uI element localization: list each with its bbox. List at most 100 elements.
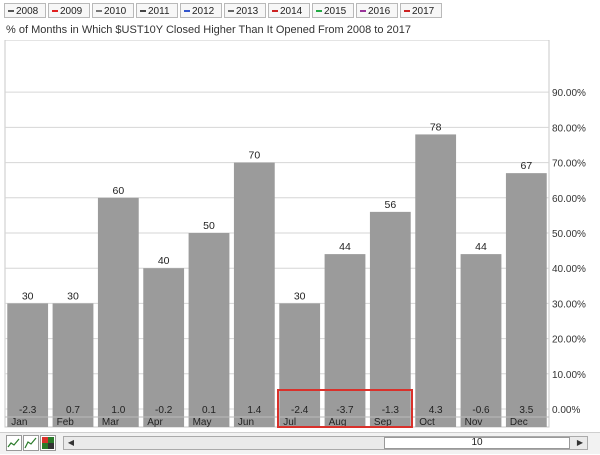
data-label: 40 (158, 255, 170, 267)
x-tick-label: Jun (238, 417, 254, 428)
bar (505, 173, 547, 427)
data-label: 67 (520, 160, 532, 172)
legend-label: 2011 (148, 6, 170, 17)
legend-item-2014[interactable]: 2014 (268, 3, 310, 18)
legend-swatch (96, 10, 102, 13)
bottom-value-label: -2.3 (19, 405, 37, 416)
y-tick-label: 60.00% (552, 194, 586, 205)
y-tick-label: 50.00% (552, 229, 586, 240)
legend-swatch (52, 10, 58, 13)
x-tick-label: Nov (465, 417, 483, 428)
x-tick-label: Dec (510, 417, 528, 428)
bar (52, 303, 94, 427)
legend-item-2012[interactable]: 2012 (180, 3, 222, 18)
y-tick-label: 10.00% (552, 370, 586, 381)
bar (369, 211, 411, 427)
y-tick-label: 0.00% (552, 405, 580, 416)
bottom-value-label: 0.1 (202, 405, 216, 416)
scroll-thumb[interactable]: 10 (384, 437, 570, 449)
bar (233, 162, 275, 428)
legend-item-2015[interactable]: 2015 (312, 3, 354, 18)
line-chart-icon[interactable] (6, 435, 22, 451)
bottom-value-label: 1.0 (111, 405, 125, 416)
bar (415, 134, 457, 427)
x-tick-label: Feb (57, 417, 75, 428)
legend: 2008 2009 2010 2011 2012 2013 2014 2015 2016 2017 (0, 0, 600, 22)
legend-swatch (140, 10, 146, 13)
scroll-left-icon[interactable]: ◀ (67, 438, 75, 447)
legend-item-2010[interactable]: 2010 (92, 3, 134, 18)
legend-swatch (8, 10, 14, 13)
x-tick-label: Jul (283, 417, 296, 428)
legend-swatch (360, 10, 366, 13)
bottom-value-label: -1.3 (382, 405, 400, 416)
bottom-value-label: 4.3 (429, 405, 443, 416)
legend-swatch (404, 10, 410, 13)
x-tick-label: Oct (419, 417, 435, 428)
bottom-value-label: -0.6 (472, 405, 490, 416)
data-label: 78 (430, 121, 442, 133)
bottom-value-label: 3.5 (519, 405, 533, 416)
legend-item-2017[interactable]: 2017 (400, 3, 442, 18)
legend-label: 2013 (236, 6, 259, 17)
chart-title: % of Months in Which $UST10Y Closed High… (6, 24, 411, 36)
bar-chart: 0.00% 10.00% 20.00% 30.00% 40.00% 50.00% 60.00… (4, 40, 586, 428)
data-label: 30 (22, 290, 34, 302)
bar (97, 197, 139, 427)
x-tick-label: Apr (147, 417, 163, 428)
legend-label: 2017 (412, 6, 435, 17)
legend-label: 2016 (368, 6, 391, 17)
area-chart-icon[interactable] (23, 435, 39, 451)
legend-label: 2014 (280, 6, 303, 17)
bar (460, 254, 502, 427)
data-label: 50 (203, 220, 215, 232)
bar (279, 303, 321, 427)
x-tick-label: May (193, 417, 212, 428)
bar (188, 232, 230, 427)
x-tick-label: Sep (374, 417, 392, 428)
bottom-value-label: -3.7 (336, 405, 354, 416)
legend-label: 2009 (60, 6, 83, 17)
data-label: 30 (67, 290, 79, 302)
x-tick-label: Jan (11, 417, 27, 428)
data-label: 60 (112, 185, 124, 197)
legend-swatch (272, 10, 278, 13)
data-label: 44 (475, 241, 487, 253)
bottom-value-label: 1.4 (247, 405, 261, 416)
bottom-value-label: -2.4 (291, 405, 309, 416)
data-label: 30 (294, 290, 306, 302)
data-label: 44 (339, 241, 351, 253)
legend-swatch (316, 10, 322, 13)
bar-chart-icon[interactable] (40, 435, 56, 451)
legend-label: 2015 (324, 6, 347, 17)
data-label: 70 (248, 150, 260, 162)
bottom-value-label: 0.7 (66, 405, 80, 416)
legend-label: 2010 (104, 6, 127, 17)
x-tick-label: Aug (329, 417, 347, 428)
scroll-right-icon[interactable]: ▶ (576, 438, 584, 447)
y-tick-label: 30.00% (552, 299, 586, 310)
legend-swatch (184, 10, 190, 13)
data-label: 56 (384, 199, 396, 211)
y-tick-label: 70.00% (552, 159, 586, 170)
legend-item-2016[interactable]: 2016 (356, 3, 398, 18)
period-scrollbar[interactable]: ◀ 10 ▶ (63, 436, 588, 450)
y-tick-label: 40.00% (552, 264, 586, 275)
legend-swatch (228, 10, 234, 13)
legend-item-2008[interactable]: 2008 (4, 3, 46, 18)
legend-label: 2012 (192, 6, 215, 17)
y-tick-label: 20.00% (552, 335, 586, 346)
legend-item-2013[interactable]: 2013 (224, 3, 266, 18)
plot-area (4, 40, 550, 428)
y-tick-label: 80.00% (552, 123, 586, 134)
legend-label: 2008 (16, 6, 39, 17)
bar (324, 254, 366, 427)
legend-item-2009[interactable]: 2009 (48, 3, 90, 18)
bar (7, 303, 49, 427)
x-tick-label: Mar (102, 417, 120, 428)
bottom-value-label: -0.2 (155, 405, 173, 416)
highlight-box (277, 389, 413, 428)
legend-item-2011[interactable]: 2011 (136, 3, 178, 18)
bottom-toolbar: ◀ 10 ▶ (0, 432, 600, 454)
bar (143, 268, 185, 427)
